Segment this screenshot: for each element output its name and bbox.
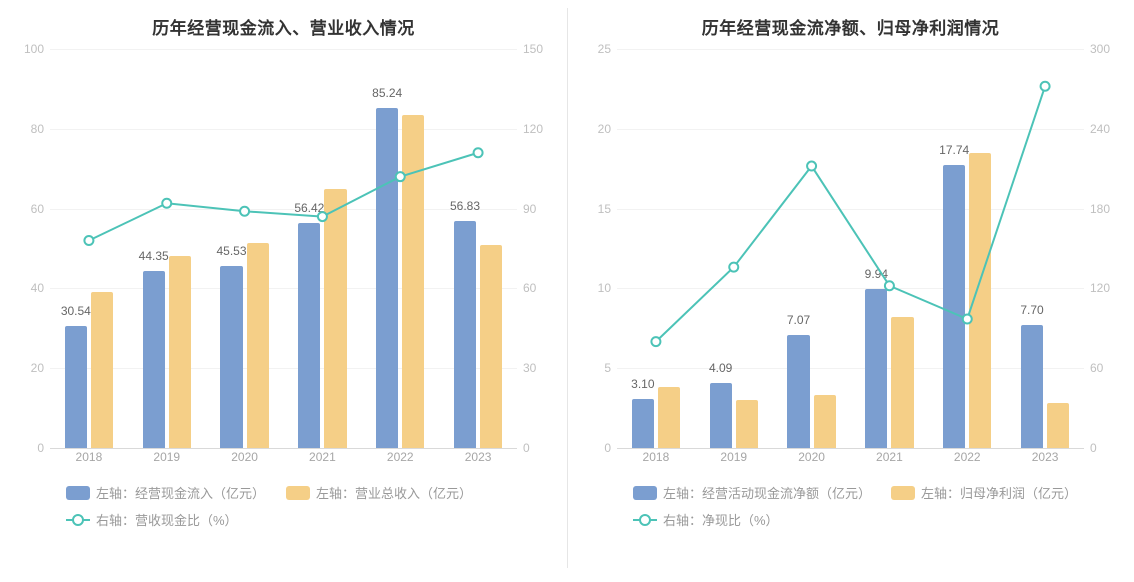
- bar-value-label: 7.07: [787, 313, 810, 327]
- bar-value-label: 3.10: [631, 377, 654, 391]
- bar-value-label: 45.53: [217, 244, 247, 258]
- legend-item: 左轴：营业总收入（亿元）: [286, 483, 486, 502]
- bar-value-label: 17.74: [939, 143, 969, 157]
- chart-title: 历年经营现金流净额、归母净利润情况: [579, 14, 1122, 39]
- panel-left: 历年经营现金流入、营业收入情况 020406080100030609012015…: [0, 0, 567, 582]
- legend-item: 右轴：净现比（%）: [633, 510, 833, 529]
- chart-title: 历年经营现金流入、营业收入情况: [12, 14, 555, 39]
- x-tick: 2021: [876, 450, 903, 464]
- bar-series-a: [298, 223, 320, 448]
- x-tick: 2023: [465, 450, 492, 464]
- legend: 左轴：经营活动现金流净额（亿元） 左轴：归母净利润（亿元） 右轴：净现比（%）: [633, 483, 1092, 529]
- bar-series-a: [1021, 325, 1043, 448]
- bar-series-a: [376, 108, 398, 448]
- legend-label: 左轴：经营活动现金流净额（亿元）: [663, 483, 871, 502]
- x-tick: 2019: [153, 450, 180, 464]
- x-tick: 2022: [954, 450, 981, 464]
- legend-label: 左轴：归母净利润（亿元）: [921, 483, 1077, 502]
- bar-value-label: 4.09: [709, 361, 732, 375]
- bar-series-b: [814, 395, 836, 448]
- bar-series-b: [402, 115, 424, 448]
- legend-item: 左轴：经营现金流入（亿元）: [66, 483, 266, 502]
- x-tick: 2020: [231, 450, 258, 464]
- bar-value-label: 44.35: [139, 249, 169, 263]
- bar-series-b: [1047, 403, 1069, 448]
- plot-area: 0204060801000306090120150201820192020202…: [50, 49, 517, 449]
- x-tick: 2019: [720, 450, 747, 464]
- bar-series-a: [943, 165, 965, 448]
- x-tick: 2018: [76, 450, 103, 464]
- legend-swatch-line-icon: [633, 513, 657, 527]
- x-tick: 2022: [387, 450, 414, 464]
- panel-right: 历年经营现金流净额、归母净利润情况 0510152025060120180240…: [567, 0, 1134, 582]
- legend-item: 右轴：营收现金比（%）: [66, 510, 266, 529]
- bar-series-b: [247, 243, 269, 448]
- x-tick: 2020: [798, 450, 825, 464]
- chart-container: 历年经营现金流入、营业收入情况 020406080100030609012015…: [0, 0, 1134, 582]
- bar-value-label: 7.70: [1020, 303, 1043, 317]
- bar-series-b: [91, 292, 113, 448]
- legend-label: 左轴：经营现金流入（亿元）: [96, 483, 265, 502]
- bar-value-label: 85.24: [372, 86, 402, 100]
- bar-series-a: [710, 383, 732, 448]
- bar-series-b: [324, 189, 346, 448]
- bar-series-a: [454, 221, 476, 448]
- bar-series-b: [969, 153, 991, 448]
- legend-label: 右轴：净现比（%）: [663, 510, 779, 529]
- x-tick: 2023: [1032, 450, 1059, 464]
- x-tick: 2021: [309, 450, 336, 464]
- bar-series-b: [736, 400, 758, 448]
- plot-area: 0510152025060120180240300201820192020202…: [617, 49, 1084, 449]
- legend-swatch-bar-icon: [66, 486, 90, 500]
- legend-swatch-bar-icon: [891, 486, 915, 500]
- bar-series-b: [480, 245, 502, 448]
- bar-series-b: [658, 387, 680, 448]
- legend-swatch-bar-icon: [286, 486, 310, 500]
- bar-series-b: [891, 317, 913, 448]
- bar-series-a: [865, 289, 887, 448]
- bar-series-a: [65, 326, 87, 448]
- legend-label: 左轴：营业总收入（亿元）: [316, 483, 472, 502]
- bar-series-b: [169, 256, 191, 448]
- bar-series-a: [632, 399, 654, 448]
- legend: 左轴：经营现金流入（亿元） 左轴：营业总收入（亿元） 右轴：营收现金比（%）: [66, 483, 525, 529]
- bar-series-a: [220, 266, 242, 448]
- bar-series-a: [143, 271, 165, 448]
- legend-swatch-line-icon: [66, 513, 90, 527]
- bar-value-label: 30.54: [61, 304, 91, 318]
- bar-value-label: 9.94: [865, 267, 888, 281]
- bar-value-label: 56.83: [450, 199, 480, 213]
- bar-value-label: 56.42: [294, 201, 324, 215]
- legend-item: 左轴：归母净利润（亿元）: [891, 483, 1091, 502]
- x-tick: 2018: [643, 450, 670, 464]
- legend-item: 左轴：经营活动现金流净额（亿元）: [633, 483, 871, 502]
- bar-series-a: [787, 335, 809, 448]
- legend-label: 右轴：营收现金比（%）: [96, 510, 238, 529]
- legend-swatch-bar-icon: [633, 486, 657, 500]
